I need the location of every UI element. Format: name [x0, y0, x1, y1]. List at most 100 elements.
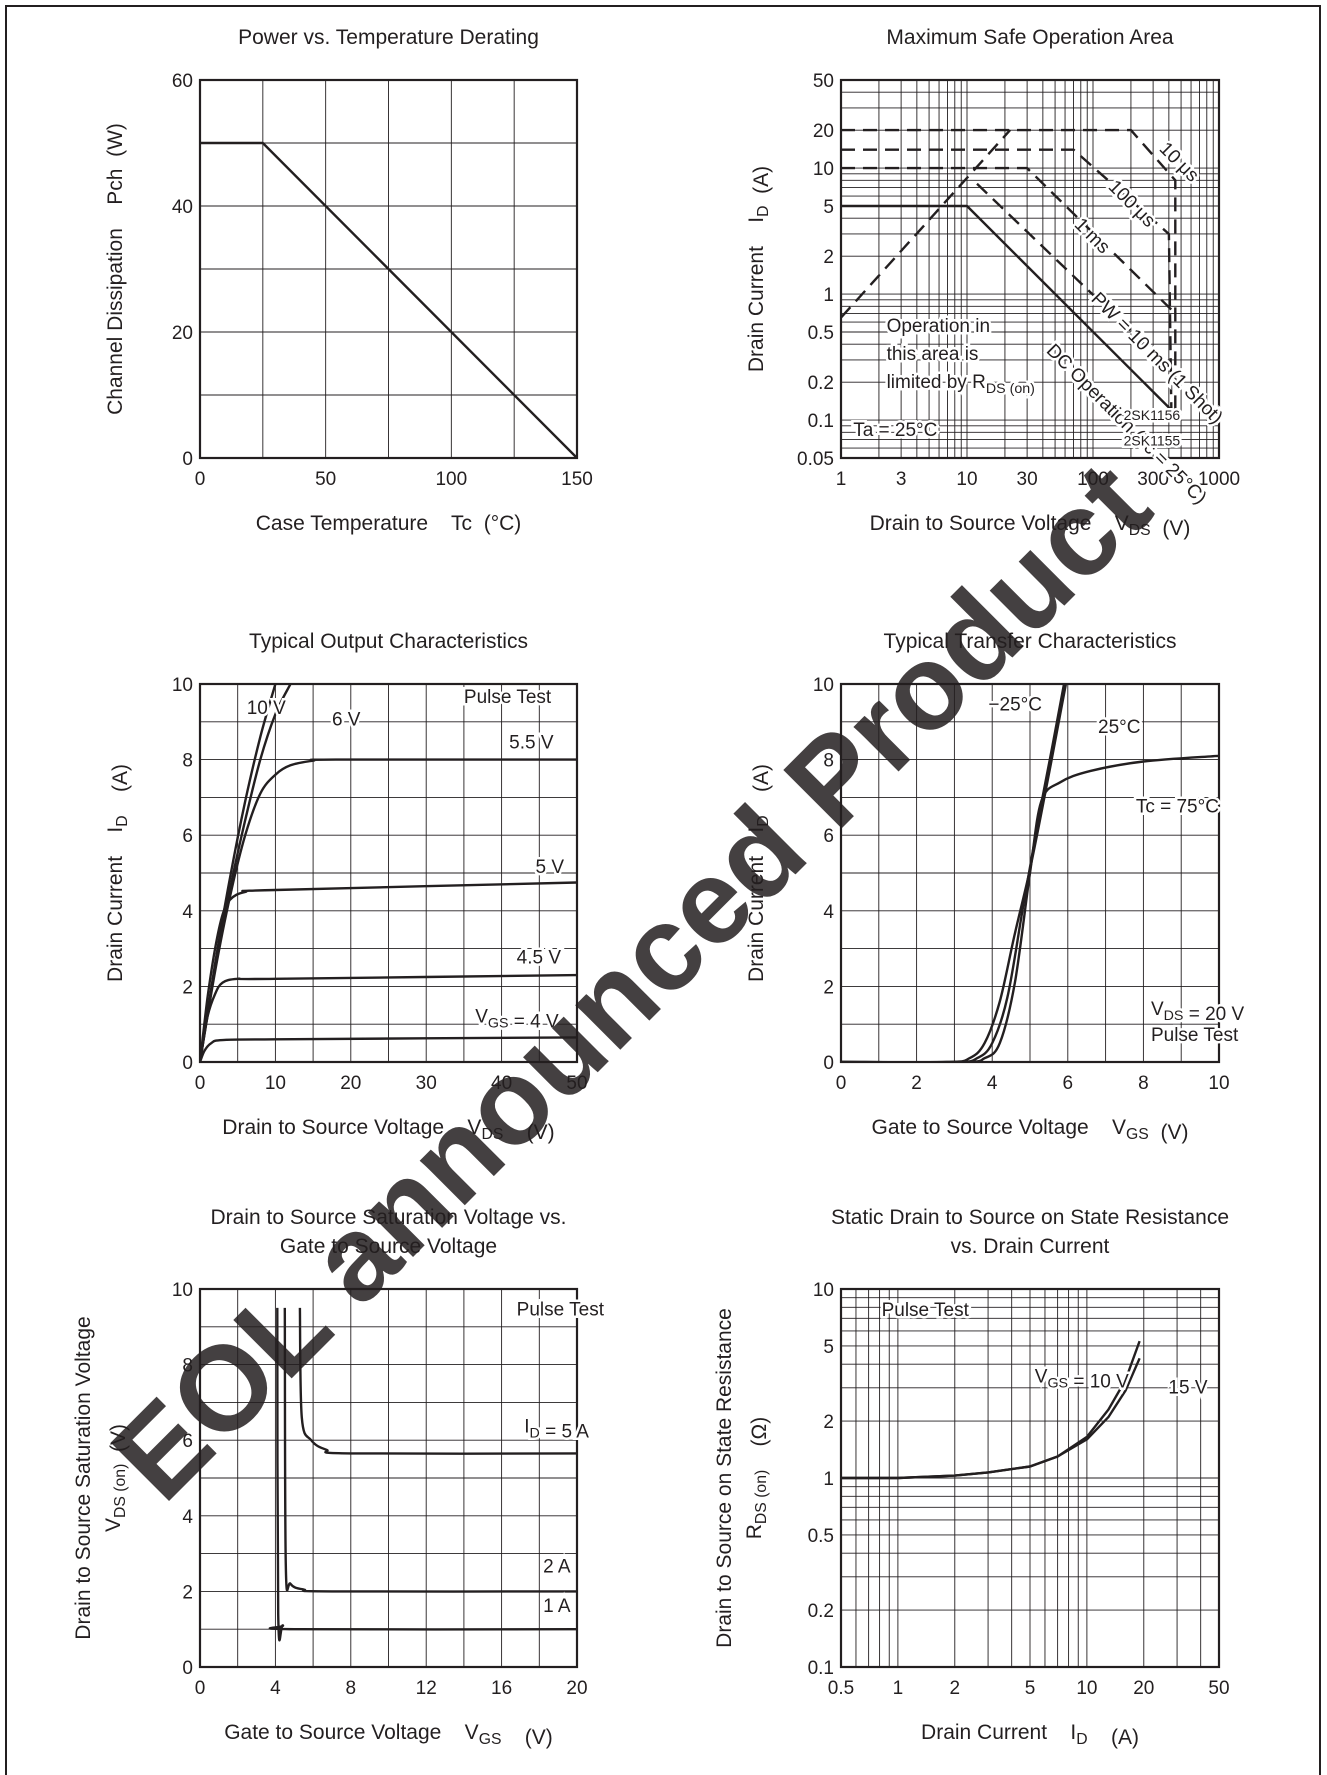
y-tick-label: 20 [813, 121, 834, 142]
y-tick-label: 8 [823, 751, 834, 772]
y-tick-label: 0 [182, 449, 193, 470]
x-tick-label: 50 [566, 1073, 587, 1094]
x-tick-label: 5 [1025, 1678, 1036, 1699]
series-line [200, 881, 577, 1062]
x-tick-label: 20 [566, 1678, 587, 1699]
y-tick-label: 10 [172, 1280, 193, 1301]
chart-title: Power vs. Temperature Derating [238, 26, 539, 49]
chart-title: Maximum Safe Operation Area [886, 26, 1173, 49]
y-tick-label: 5 [823, 197, 834, 218]
y-tick-label: 1 [823, 1469, 834, 1490]
y-tick-label: 0.2 [808, 373, 834, 394]
annotation-label: VGS = 10 V [1035, 1367, 1129, 1393]
series-line [200, 1036, 577, 1062]
plot-frame [839, 682, 1221, 1064]
annotation-label: −25°C [988, 694, 1042, 715]
series-line [841, 204, 1173, 411]
x-tick-label: 16 [491, 1678, 512, 1699]
annotation-label: Pulse Test [1151, 1025, 1239, 1046]
series-line [841, 754, 1219, 1062]
x-tick-label: 0 [195, 1678, 206, 1699]
series-line [841, 166, 1173, 311]
y-tick-label: 10 [813, 159, 834, 180]
x-tick-label: 10 [956, 469, 977, 490]
y-tick-label: 0 [182, 1053, 193, 1074]
y-tick-label: 4 [182, 902, 193, 923]
x-tick-label: 6 [1063, 1073, 1074, 1094]
series-line [841, 148, 1173, 421]
annotation-label: 1 ms [1070, 214, 1114, 258]
x-tick-label: 30 [1017, 469, 1038, 490]
y-tick-label: 6 [182, 826, 193, 847]
plot-frame [198, 78, 579, 460]
x-tick-label: 4 [270, 1678, 281, 1699]
x-axis-label: Gate to Source Voltage VGS (V) [224, 1721, 553, 1749]
x-tick-label: 30 [416, 1073, 437, 1094]
annotation-label: 5 V [536, 857, 565, 878]
plot-frame [198, 682, 579, 1064]
x-tick-label: 50 [315, 469, 336, 490]
x-tick-label: 8 [1138, 1073, 1149, 1094]
y-tick-label: 20 [172, 323, 193, 344]
chart-title: Static Drain to Source on State Resistan… [831, 1206, 1229, 1229]
x-tick-label: 1 [836, 469, 847, 490]
x-tick-label: 1000 [1198, 469, 1240, 490]
annotation-label: 10 V [247, 698, 286, 719]
x-tick-label: 1 [893, 1678, 904, 1699]
x-tick-label: 4 [987, 1073, 998, 1094]
x-tick-label: 0 [195, 469, 206, 490]
x-tick-label: 0 [195, 1073, 206, 1094]
x-axis-label: Gate to Source Voltage VGS (V) [872, 1116, 1189, 1144]
x-tick-label: 10 [1208, 1073, 1229, 1094]
y-axis-label: Channel Dissipation Pch (W) [104, 123, 127, 415]
series-line [841, 129, 1011, 319]
chart-soa: Maximum Safe Operation Area 1 3 10 30 100 300 1… [745, 26, 1240, 540]
x-axis-label: Case Temperature Tc (°C) [256, 512, 522, 535]
x-tick-label: 12 [416, 1678, 437, 1699]
y-tick-label: 2 [823, 977, 834, 998]
series-line [200, 973, 577, 1062]
y-tick-label: 0.5 [808, 1526, 834, 1547]
annotation-label: Pulse Test [517, 1299, 605, 1320]
chart-title: vs. Drain Current [951, 1235, 1110, 1258]
annotation-label: 15 V [1168, 1377, 1207, 1398]
annotation-label: Operation in [887, 316, 991, 337]
y-tick-label: 6 [182, 1431, 193, 1452]
x-tick-label: 300 [1137, 469, 1169, 490]
y-tick-label: 2 [182, 1582, 193, 1603]
annotation-label: 2SK1155 [1124, 432, 1181, 448]
y-tick-label: 10 [813, 1280, 834, 1301]
series-line [200, 758, 577, 1062]
x-tick-label: 2 [911, 1073, 922, 1094]
series-line [200, 141, 577, 458]
chart-transfer: Typical Transfer Characteristics 0 2 4 6 8 10 0… [745, 630, 1247, 1144]
y-tick-label: 40 [172, 197, 193, 218]
annotation-label: this area is [887, 344, 979, 365]
x-tick-label: 50 [1208, 1678, 1229, 1699]
annotation-label: 2 A [543, 1557, 571, 1578]
y-tick-label: 6 [823, 826, 834, 847]
series-line [976, 182, 1173, 371]
x-tick-label: 100 [1077, 469, 1109, 490]
annotation-label: Pulse Test [464, 687, 552, 708]
y-axis-label-2: RDS (on) (Ω) [743, 1417, 771, 1539]
annotation-label: ID = 5 A [524, 1417, 589, 1443]
y-axis-label: Drain Current ID (A) [745, 166, 773, 372]
annotation-label: 25°C [1098, 717, 1140, 738]
x-tick-label: 0 [836, 1073, 847, 1094]
y-tick-label: 0.1 [808, 411, 834, 432]
y-tick-label: 0.2 [808, 1601, 834, 1622]
annotation-label: 10 μs [1155, 138, 1203, 186]
chart-title: Gate to Source Voltage [280, 1235, 497, 1258]
series-line [298, 1307, 577, 1455]
series-line [268, 1307, 577, 1642]
series-line [841, 1357, 1141, 1480]
y-tick-label: 10 [813, 675, 834, 696]
chart-title: Typical Output Characteristics [249, 630, 528, 653]
annotation-label: VDS = 20 V [1151, 999, 1245, 1025]
x-tick-label: 10 [1076, 1678, 1097, 1699]
x-tick-label: 3 [896, 469, 907, 490]
chart-derating: Power vs. Temperature Derating 0 50 100 150 0… [104, 26, 593, 535]
